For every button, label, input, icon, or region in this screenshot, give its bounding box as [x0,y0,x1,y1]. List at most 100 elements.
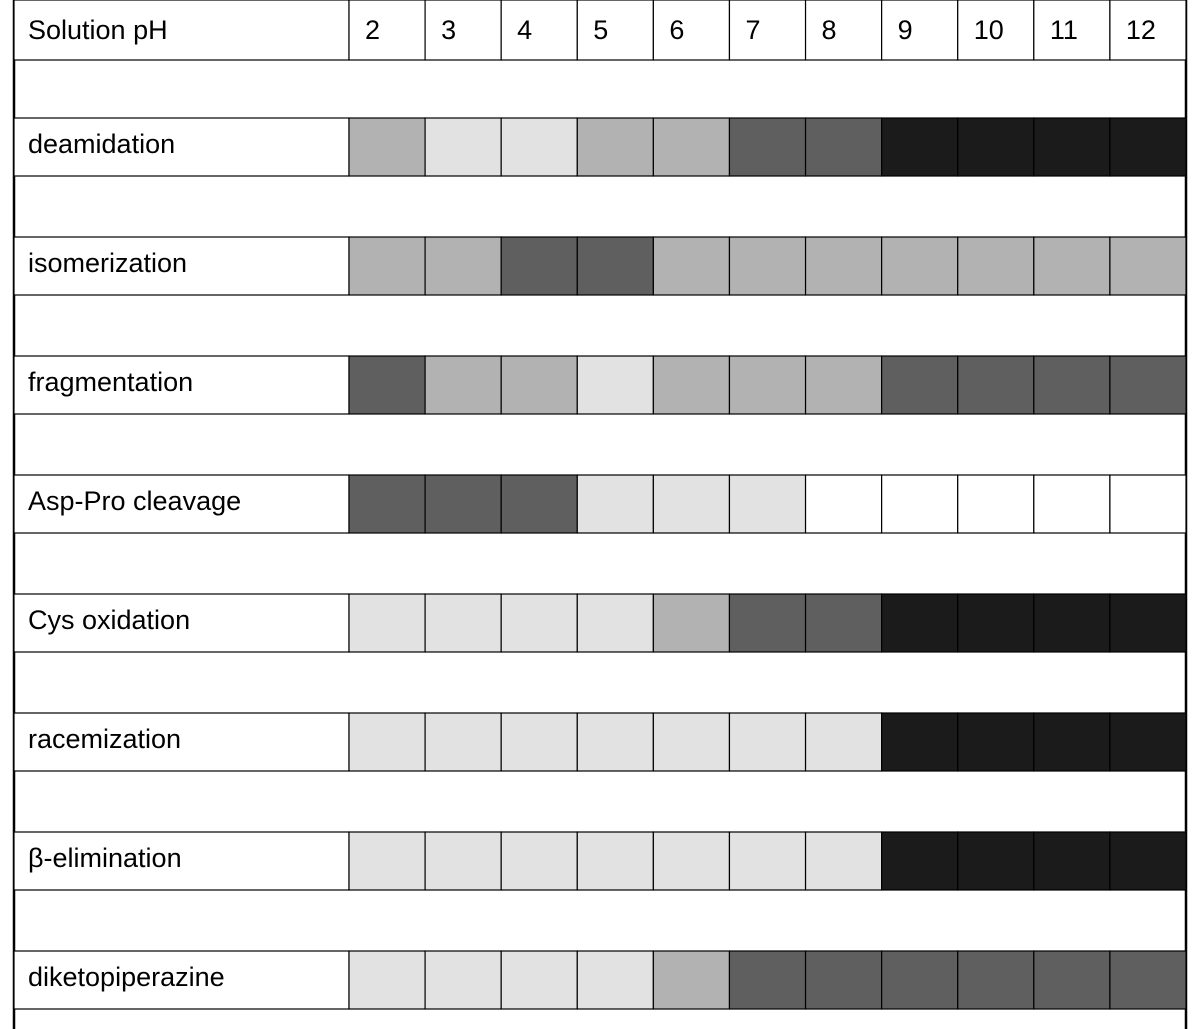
heatmap-cell [652,117,731,177]
header-row: Solution pH 2 3 4 5 6 7 8 9 10 11 12 [13,0,1187,61]
row-label-cell [13,355,350,415]
heatmap-cell [728,474,807,534]
heatmap-cell [1109,474,1187,534]
heatmap-row: Asp-Pro cleavage [13,474,1187,534]
heatmap-cell [424,950,502,1010]
heatmap-cell [1033,950,1111,1010]
heatmap-cell [348,593,426,653]
heatmap-cell [500,712,578,772]
heatmap-cell [1109,831,1187,891]
ph-tick-label: 8 [822,15,837,45]
ph-tick-label: 7 [745,15,760,45]
heatmap-row: diketopiperazine [13,950,1187,1010]
ph-header-cell [881,0,959,61]
heatmap-cell [576,831,654,891]
heatmap-cell [728,831,807,891]
ph-header-cell [652,0,731,61]
ph-header-cell [348,0,426,61]
heatmap-cell [500,831,578,891]
heatmap-cell [348,355,426,415]
heatmap-cell [957,474,1035,534]
heatmap-cell [804,950,883,1010]
heatmap-cell [424,712,502,772]
heatmap-cell [1033,236,1111,296]
ph-header-cell [804,0,883,61]
heatmap-cell [652,950,731,1010]
heatmap-cell [728,355,807,415]
heatmap-cell [804,593,883,653]
heatmap-row: deamidation [13,117,1187,177]
heatmap-cell [348,831,426,891]
heatmap-cell [652,712,731,772]
row-label-cell [13,712,350,772]
ph-tick-label: 12 [1126,15,1156,45]
heatmap-cell [652,593,731,653]
row-label: Cys oxidation [28,605,190,635]
heatmap-cell [957,236,1035,296]
heatmap-cell [1109,236,1187,296]
heatmap-cell [424,355,502,415]
heatmap-cell [500,355,578,415]
heatmap-cell [804,712,883,772]
heatmap-cell [424,593,502,653]
heatmap-row: isomerization [13,236,1187,296]
heatmap-row: Cys oxidation [13,593,1187,653]
heatmap-cell [728,712,807,772]
heatmap-cell [500,950,578,1010]
heatmap-cell [424,236,502,296]
row-label: deamidation [28,129,175,159]
heatmap-cell [804,355,883,415]
row-label-cell [13,950,350,1010]
ph-tick-label: 9 [898,15,913,45]
ph-tick-label: 11 [1050,15,1078,45]
heatmap-cell [348,117,426,177]
heatmap-cell [804,474,883,534]
row-label: diketopiperazine [28,962,225,992]
heatmap-cell [881,236,959,296]
ph-tick-label: 2 [365,15,380,45]
ph-header-cell [576,0,654,61]
heatmap-cell [1033,831,1111,891]
heatmap-cell [1033,117,1111,177]
heatmap-cell [1033,593,1111,653]
ph-tick-label: 10 [974,15,1004,45]
heatmap-cell [424,831,502,891]
heatmap-cell [576,950,654,1010]
row-label-cell [13,117,350,177]
heatmap-cell [500,474,578,534]
heatmap-cell [348,950,426,1010]
heatmap-cell [348,474,426,534]
heatmap-cell [957,593,1035,653]
ph-header-cell [500,0,578,61]
ph-tick-label: 5 [593,15,608,45]
heatmap-cell [1109,355,1187,415]
heatmap-cell [1109,950,1187,1010]
heatmap-cell [957,831,1035,891]
heatmap-cell [1033,712,1111,772]
heatmap-cell [348,236,426,296]
heatmap-rows: deamidation isomerization fragmentation Asp… [13,117,1187,1010]
ph-header-cell [957,0,1035,61]
row-label-cell [13,474,350,534]
heatmap-cell [652,474,731,534]
heatmap-row: fragmentation [13,355,1187,415]
ph-header-cell [1109,0,1187,61]
heatmap-cell [1109,117,1187,177]
heatmap-cell [881,950,959,1010]
heatmap-cell [957,355,1035,415]
heatmap-cell [576,474,654,534]
heatmap-cell [881,117,959,177]
heatmap-cell [652,236,731,296]
heatmap-cell [804,117,883,177]
ph-tick-label: 6 [669,15,684,45]
heatmap-cell [881,355,959,415]
header-label-cell [13,0,350,61]
row-label-cell [13,831,350,891]
heatmap-cell [804,236,883,296]
heatmap-cell [728,117,807,177]
heatmap-cell [424,117,502,177]
heatmap-cell [881,593,959,653]
heatmap-cell [728,236,807,296]
heatmap-cell [957,117,1035,177]
